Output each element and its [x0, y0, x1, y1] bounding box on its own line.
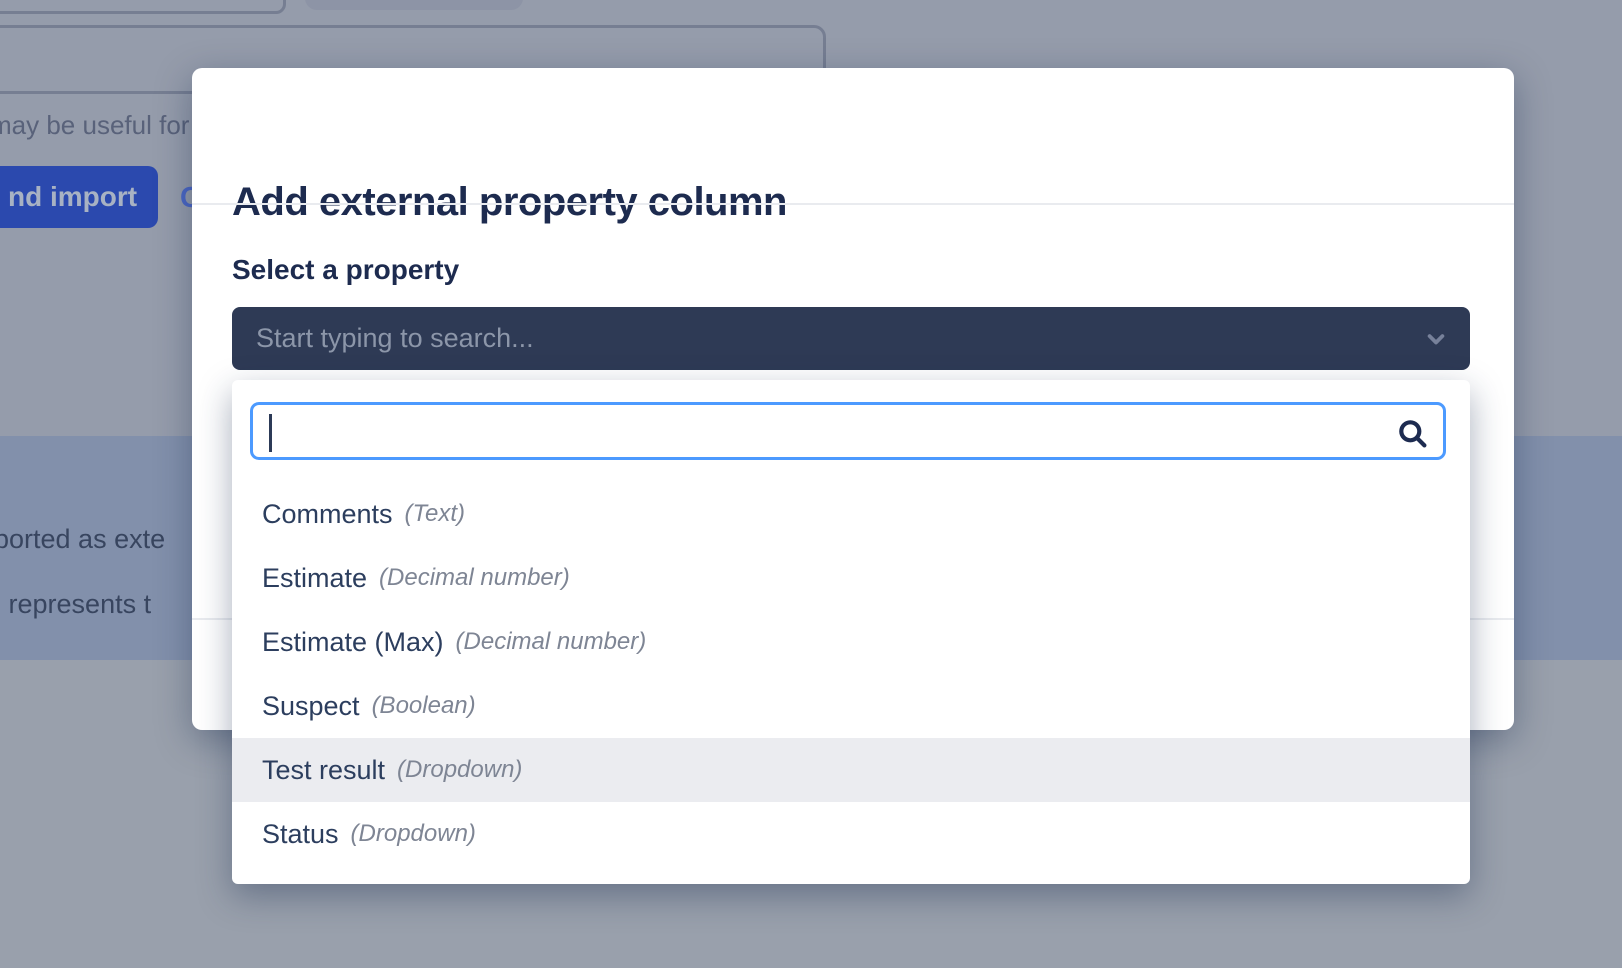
option-type: (Dropdown): [397, 756, 523, 783]
option-name: Suspect: [262, 690, 360, 721]
background-helper-text: may be useful for: [0, 110, 190, 140]
property-options-list: Comments (Text) Estimate (Decimal number…: [232, 482, 1470, 866]
property-select-trigger[interactable]: Start typing to search...: [232, 307, 1470, 370]
option-estimate-max[interactable]: Estimate (Max) (Decimal number): [232, 610, 1470, 674]
import-button[interactable]: nd import: [0, 166, 158, 228]
import-button-label: nd import: [8, 181, 138, 212]
select-property-label: Select a property: [232, 254, 460, 285]
option-name: Estimate: [262, 562, 368, 593]
option-name: Comments: [262, 498, 393, 529]
chevron-down-icon: [1422, 325, 1450, 353]
option-status[interactable]: Status (Dropdown): [232, 802, 1470, 866]
option-type: (Boolean): [371, 692, 476, 719]
cancel-link-fragment[interactable]: C: [180, 182, 192, 214]
option-name: Test result: [262, 754, 386, 785]
background-info-text-line1: ported as exte: [0, 524, 166, 554]
option-name: Status: [262, 818, 339, 849]
search-icon: [1395, 416, 1431, 457]
background-left-strip: may be useful for nd import C ported as …: [0, 0, 192, 968]
option-type: (Decimal number): [455, 628, 647, 655]
background-input-outline: [0, 0, 286, 14]
property-search-box: [250, 402, 1446, 460]
option-name: Estimate (Max): [262, 626, 444, 657]
text-caret: [269, 414, 272, 452]
option-type: (Text): [404, 500, 465, 527]
modal-title: Add external property column: [232, 180, 787, 224]
modal-header-divider: [192, 203, 1514, 205]
option-comments[interactable]: Comments (Text): [232, 482, 1470, 546]
option-suspect[interactable]: Suspect (Boolean): [232, 674, 1470, 738]
property-search-input[interactable]: [267, 408, 1387, 454]
option-type: (Dropdown): [350, 820, 476, 847]
option-type: (Decimal number): [379, 564, 570, 591]
background-button-shape: [305, 0, 523, 10]
option-test-result[interactable]: Test result (Dropdown): [232, 738, 1470, 802]
property-dropdown-panel: Comments (Text) Estimate (Decimal number…: [232, 380, 1470, 884]
property-select-placeholder: Start typing to search...: [256, 323, 534, 353]
option-estimate[interactable]: Estimate (Decimal number): [232, 546, 1470, 610]
background-info-text-line2: n represents t: [0, 589, 152, 619]
